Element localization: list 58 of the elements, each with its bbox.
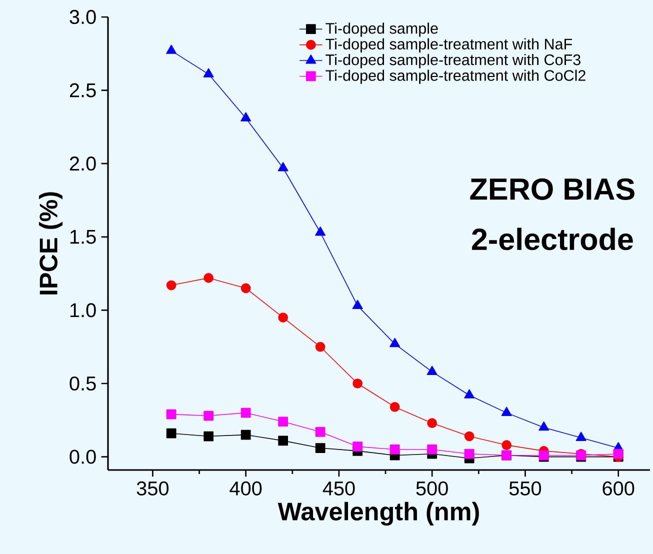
y-axis-title: IPCE (%) [38,192,62,294]
y-tick-label: 1.0 [70,303,96,318]
y-tick-label: 2.0 [70,156,96,171]
point [204,431,214,442]
point [352,300,363,310]
point [390,402,400,412]
x-tick-label: 350 [136,481,169,496]
legend-label: Ti-doped sample [326,22,438,37]
point [464,448,474,459]
annotation: ZERO BIAS [470,178,634,200]
point [278,436,288,446]
point [427,444,438,454]
point [315,226,326,236]
point [315,426,326,437]
point [576,432,586,441]
annotation: 2-electrode [472,228,633,250]
point [427,418,438,428]
point [240,430,251,440]
point [278,162,288,172]
point [240,408,251,418]
point [278,416,288,427]
x-axis-title: Wavelength (nm) [278,502,479,526]
point [426,366,438,375]
point [240,112,252,122]
point [203,68,214,78]
point [166,409,176,420]
point [278,312,288,322]
point [352,442,363,452]
point [464,431,474,442]
x-tick-label: 450 [322,481,355,496]
x-tick-label: 400 [230,481,262,496]
legend-label: Ti-doped sample-treatment with CoF3 [326,54,580,68]
x-tick-label: 550 [509,481,542,496]
point [315,443,326,453]
point [390,338,400,348]
point [502,440,512,450]
point [204,273,214,283]
point [240,283,251,294]
point [166,44,177,54]
x-tick-label: 600 [602,481,634,496]
point [352,378,363,388]
y-tick-label: 0.5 [70,376,96,391]
point [613,448,624,459]
y-tick-label: 2.5 [70,83,96,98]
point [166,280,176,290]
legend-label: Ti-doped sample-treatment with NaF [326,38,572,53]
y-tick-label: 3.0 [70,10,96,24]
point [464,389,475,398]
point [538,421,550,431]
point [315,342,326,352]
point [166,428,176,438]
legend-label: Ti-doped sample-treatment with CoCl2 [326,70,586,84]
x-tick-label: 500 [416,481,448,496]
point [390,444,400,454]
point [204,410,214,421]
y-tick-label: 0.0 [70,450,96,464]
y-tick-label: 1.5 [70,230,96,244]
point [501,406,512,416]
